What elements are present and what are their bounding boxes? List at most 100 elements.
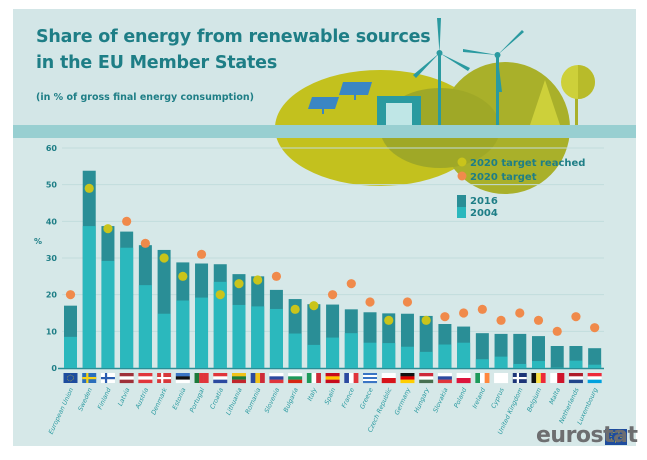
bar-2016 — [588, 348, 602, 368]
bar-2004 — [101, 260, 115, 368]
flag-icon — [213, 373, 228, 384]
bar-2004 — [532, 361, 545, 368]
target-marker — [346, 279, 356, 289]
bar-2004 — [307, 344, 321, 368]
flag-stripe — [325, 379, 340, 384]
flag-stripe — [344, 373, 350, 383]
legend-2016-label: 2016 — [470, 196, 498, 207]
country-label: Estonia — [171, 386, 188, 411]
bar-2004 — [363, 342, 377, 368]
chart-subtitle: (in % of gross final energy consumption) — [36, 92, 254, 103]
tree-icon — [561, 65, 595, 125]
flag-stripe — [213, 373, 228, 377]
solar-panel-icon — [308, 82, 372, 114]
country-label: Denmark — [150, 387, 169, 417]
target-marker — [440, 312, 450, 322]
target-marker — [515, 308, 525, 318]
y-tick-label: 30 — [46, 254, 58, 263]
country-label: Belgium — [526, 387, 543, 413]
country-label: Ireland — [472, 386, 488, 410]
flag-stripe — [325, 373, 340, 377]
bar-2016 — [513, 333, 527, 368]
flag-stripe — [437, 376, 452, 380]
flag-stripe — [250, 373, 256, 383]
flag-stripe — [269, 379, 284, 384]
target-marker — [590, 323, 600, 333]
flag-icon — [119, 373, 134, 384]
flag-stripe — [288, 373, 303, 377]
country-label: Croatia — [208, 386, 225, 410]
flag-stripe — [400, 376, 415, 380]
bar-2004 — [588, 364, 602, 368]
flag-stripe — [494, 373, 509, 384]
country-label: Malta — [547, 386, 562, 405]
flag-icon — [138, 373, 153, 384]
target-marker — [196, 249, 207, 259]
flag-stripe — [213, 376, 228, 380]
flag-icon — [587, 373, 602, 384]
target-marker — [65, 290, 76, 300]
flag-stripe — [400, 379, 415, 384]
flag-stripe — [231, 376, 246, 380]
y-tick-label: 0 — [51, 364, 57, 373]
flag-stripe — [484, 373, 490, 383]
target-marker — [271, 271, 282, 281]
bar-2004 — [213, 281, 227, 368]
y-tick-label: 50 — [46, 181, 58, 190]
target-reached-marker — [159, 253, 169, 263]
flag-icon — [531, 373, 546, 383]
y-tick-label: 40 — [46, 217, 58, 226]
y-axis-label: % — [34, 237, 42, 246]
flag-stripe — [194, 373, 200, 383]
eurostat-logo: eurostat — [536, 423, 638, 448]
target-marker — [477, 304, 487, 314]
target-marker — [402, 297, 413, 307]
flag-stripe — [231, 373, 246, 377]
flag-stripe — [381, 378, 396, 384]
legend-reached-label: 2020 target reached — [470, 158, 585, 169]
flag-icon — [288, 373, 303, 384]
flag-icon — [381, 373, 396, 384]
flag-cross — [157, 377, 172, 380]
country-label: Portugal — [188, 386, 206, 413]
flag-stripe — [540, 373, 546, 383]
flag-stripe — [269, 376, 284, 380]
legend-2004-swatch — [457, 207, 466, 218]
flag-icon — [456, 373, 471, 384]
bar-2004 — [475, 359, 489, 368]
flag-stripe — [316, 373, 321, 383]
target-reached-marker — [384, 315, 394, 325]
target-reached-marker — [84, 183, 94, 193]
flag-stripe — [288, 379, 303, 384]
flag-stripe — [568, 379, 583, 384]
flag-icon — [419, 373, 434, 384]
target-marker — [365, 297, 375, 307]
bar-2004 — [569, 360, 583, 368]
flag-stripe — [203, 373, 209, 383]
bar-2004 — [269, 308, 283, 368]
flag-icon — [157, 373, 172, 383]
legend-2004-label: 2004 — [470, 208, 498, 219]
country-label: Spain — [324, 387, 338, 406]
target-reached-marker — [290, 304, 300, 314]
target-marker — [571, 312, 581, 322]
flag-stripe — [475, 373, 481, 383]
target-reached-marker — [215, 290, 225, 300]
bar-2004 — [382, 343, 396, 368]
flag-stripe — [568, 373, 583, 377]
bar-2016 — [532, 336, 545, 368]
flag-stripe — [119, 373, 134, 377]
target-marker — [327, 290, 338, 300]
target-reached-marker — [253, 275, 263, 285]
flag-icon — [306, 373, 321, 383]
country-label: Slovenia — [264, 387, 282, 414]
country-label: Hungary — [413, 387, 431, 415]
flag-icon — [82, 373, 97, 383]
flag-stripe — [255, 373, 261, 383]
flag-stripe — [437, 379, 452, 384]
flag-stripe — [587, 379, 602, 384]
country-label: Sweden — [77, 387, 94, 413]
flag-cross — [82, 377, 97, 380]
country-label: Bulgaria — [283, 387, 300, 414]
ground-strip — [13, 125, 636, 138]
